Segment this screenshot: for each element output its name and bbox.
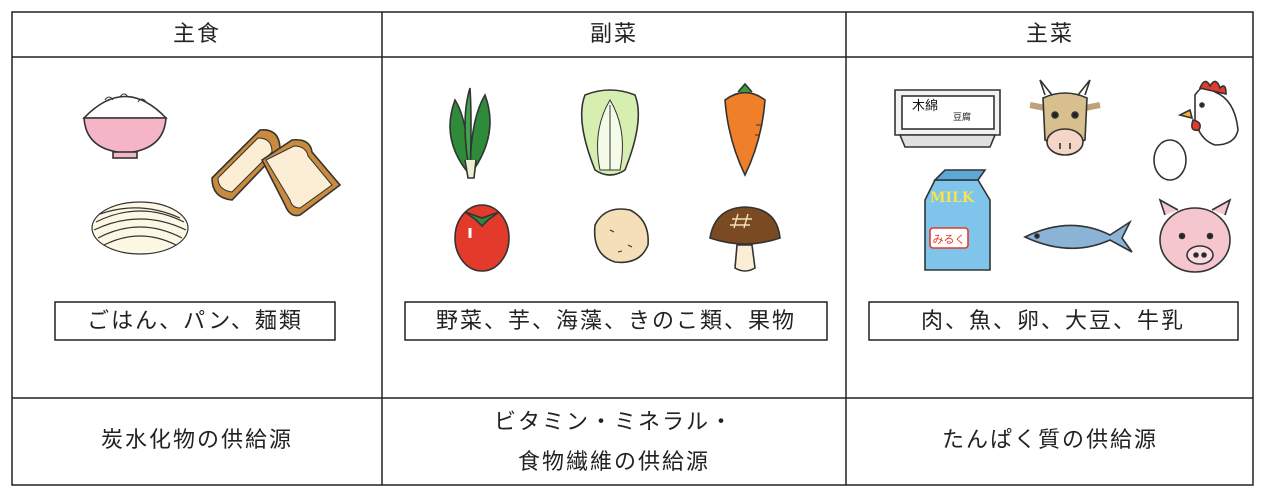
- chinese-cabbage: [580, 89, 640, 176]
- footer-main: たんぱく質の供給源: [942, 428, 1158, 453]
- table-grid: [11, 11, 1254, 486]
- milk-carton: MILK みるく: [924, 169, 991, 271]
- milk-sub: みるく: [933, 233, 966, 246]
- header-staple: 主食: [173, 22, 221, 47]
- rice-bowl: [82, 93, 168, 159]
- spinach: [449, 87, 491, 179]
- milk-label: MILK: [930, 190, 975, 206]
- footer-side-line: 食物繊維の供給源: [518, 450, 710, 475]
- label-staple: ごはん、パン、麺類: [87, 309, 303, 334]
- header-main: 主菜: [1026, 22, 1074, 47]
- tofu: 木綿 豆腐: [894, 89, 1001, 148]
- noodles: [91, 201, 189, 255]
- label-main: 肉、魚、卵、大豆、牛乳: [921, 309, 1185, 334]
- header-side: 副菜: [590, 22, 638, 47]
- bread: [211, 129, 342, 217]
- illustrations: 木綿 豆腐 MILK みるく: [82, 79, 1239, 273]
- pig: [1158, 198, 1232, 273]
- footer-side-line: ビタミン・ミネラル・: [494, 410, 734, 435]
- shiitake: [709, 206, 781, 272]
- chicken: [1153, 80, 1239, 181]
- cow: [1029, 79, 1101, 156]
- label-side: 野菜、芋、海藻、きのこ類、果物: [436, 309, 796, 334]
- tofu-label: 木綿: [912, 99, 938, 114]
- tomato: [454, 204, 510, 272]
- potato: [593, 208, 649, 264]
- carrot: [724, 82, 766, 177]
- tofu-sub: 豆腐: [953, 111, 971, 123]
- footer-staple: 炭水化物の供給源: [101, 428, 293, 453]
- fish: [1023, 219, 1133, 253]
